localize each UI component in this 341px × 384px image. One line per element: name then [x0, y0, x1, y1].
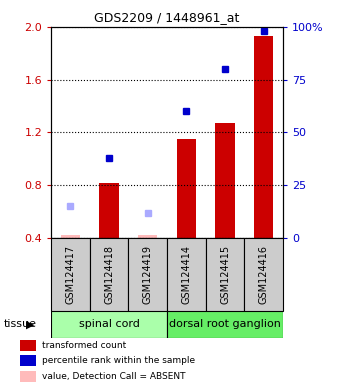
Bar — [20, 371, 36, 382]
Text: GSM124417: GSM124417 — [65, 245, 75, 304]
Text: dorsal root ganglion: dorsal root ganglion — [169, 319, 281, 329]
Bar — [20, 340, 36, 351]
Bar — [20, 356, 36, 366]
Text: GSM124414: GSM124414 — [181, 245, 191, 304]
Text: ▶: ▶ — [26, 319, 34, 329]
Bar — [51, 311, 167, 338]
Bar — [61, 235, 80, 238]
Text: GSM124418: GSM124418 — [104, 245, 114, 304]
Bar — [216, 123, 235, 238]
Bar — [206, 238, 244, 311]
Text: tissue: tissue — [3, 319, 36, 329]
Text: spinal cord: spinal cord — [79, 319, 139, 329]
Bar — [167, 311, 283, 338]
Text: GSM124415: GSM124415 — [220, 245, 230, 304]
Text: transformed count: transformed count — [42, 341, 127, 350]
Bar — [254, 36, 273, 238]
Text: GSM124416: GSM124416 — [259, 245, 269, 304]
Bar — [51, 238, 90, 311]
Bar — [244, 238, 283, 311]
Bar — [129, 238, 167, 311]
Text: value, Detection Call = ABSENT: value, Detection Call = ABSENT — [42, 372, 186, 381]
Bar — [100, 183, 119, 238]
Text: percentile rank within the sample: percentile rank within the sample — [42, 356, 195, 366]
Text: GSM124419: GSM124419 — [143, 245, 153, 304]
Bar — [90, 238, 129, 311]
Bar — [167, 238, 206, 311]
Bar — [138, 235, 158, 238]
Bar — [177, 139, 196, 238]
Title: GDS2209 / 1448961_at: GDS2209 / 1448961_at — [94, 11, 240, 24]
